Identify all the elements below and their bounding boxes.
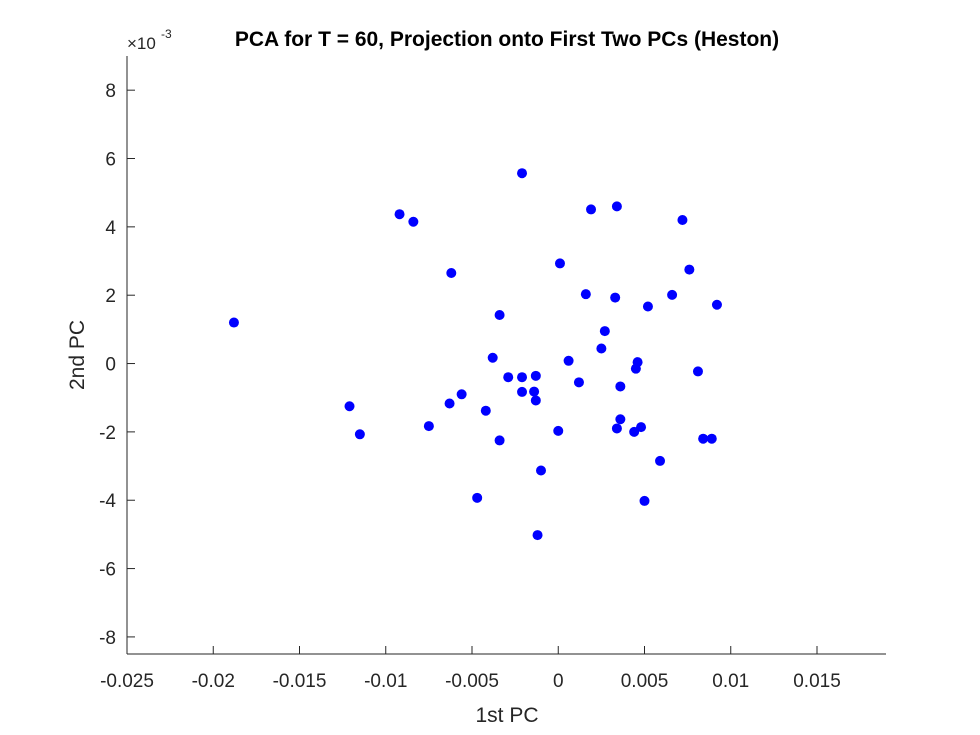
y-exponent-power: -3: [161, 27, 172, 41]
data-point: [517, 372, 528, 383]
y-ticks: -8 -6 -4 -2 0 2 4 6 8: [99, 81, 135, 649]
y-tick-label: -8: [99, 628, 116, 649]
data-point: [667, 289, 678, 300]
data-point: [610, 292, 621, 303]
data-point: [611, 423, 622, 434]
data-point: [494, 435, 505, 446]
x-tick-label: -0.025: [100, 671, 154, 692]
data-point: [698, 433, 709, 444]
y-tick-label: 2: [105, 286, 116, 307]
data-point: [344, 401, 355, 412]
y-tick-label: 4: [105, 218, 116, 239]
data-point: [642, 301, 653, 312]
y-tick-label: 0: [105, 355, 116, 376]
x-tick-label: 0: [553, 671, 564, 692]
x-ticks: -0.025 -0.02 -0.015 -0.01 -0.005 0 0.005 0.01 0.…: [100, 646, 841, 692]
data-point: [503, 372, 514, 383]
data-point: [446, 267, 457, 278]
data-point: [444, 398, 455, 409]
x-tick-label: 0.005: [621, 671, 669, 692]
data-point: [636, 422, 647, 433]
data-point: [536, 465, 546, 476]
y-tick-label: -2: [99, 423, 116, 444]
x-tick-label: 0.01: [712, 671, 749, 692]
data-point: [599, 326, 610, 337]
data-point: [711, 299, 722, 310]
data-points: [228, 168, 722, 541]
x-tick-label: -0.005: [445, 671, 499, 692]
data-point: [596, 343, 607, 354]
data-point: [530, 395, 541, 406]
data-point: [394, 209, 405, 220]
y-axis-label: 2nd PC: [66, 320, 89, 390]
x-axis-label: 1st PC: [475, 704, 538, 727]
data-point: [632, 357, 643, 368]
data-point: [586, 204, 597, 215]
chart-title: PCA for T = 60, Projection onto First Tw…: [235, 28, 779, 51]
x-tick-label: -0.01: [364, 671, 407, 692]
data-point: [529, 386, 540, 397]
axes: [126, 56, 886, 655]
data-point: [639, 495, 650, 506]
y-tick-label: 6: [105, 150, 116, 171]
data-point: [456, 389, 467, 400]
data-point: [480, 405, 491, 416]
data-point: [684, 264, 695, 275]
data-point: [563, 355, 574, 366]
data-point: [611, 201, 622, 212]
y-tick-label: -6: [99, 560, 116, 581]
data-point: [580, 289, 591, 300]
data-point: [472, 492, 483, 503]
y-tick-label: -4: [99, 491, 116, 512]
data-point: [494, 310, 505, 321]
data-point: [655, 455, 666, 466]
data-point: [532, 530, 543, 541]
data-point: [615, 414, 626, 425]
y-tick-label: 8: [105, 81, 116, 102]
data-point: [487, 352, 498, 363]
y-exponent-base: ×10: [127, 34, 156, 53]
x-tick-label: -0.02: [192, 671, 235, 692]
x-tick-label: -0.015: [273, 671, 327, 692]
data-point: [517, 386, 528, 397]
data-point: [530, 370, 541, 381]
data-point: [228, 317, 239, 328]
data-point: [354, 429, 365, 440]
data-point: [517, 168, 528, 179]
data-point: [677, 215, 688, 226]
data-point: [554, 258, 565, 269]
data-point: [408, 216, 419, 227]
data-point: [706, 433, 717, 444]
data-point: [553, 425, 564, 436]
x-tick-label: 0.015: [793, 671, 841, 692]
data-point: [615, 381, 626, 392]
data-point: [423, 421, 434, 432]
data-point: [692, 366, 703, 377]
data-point: [573, 377, 584, 388]
